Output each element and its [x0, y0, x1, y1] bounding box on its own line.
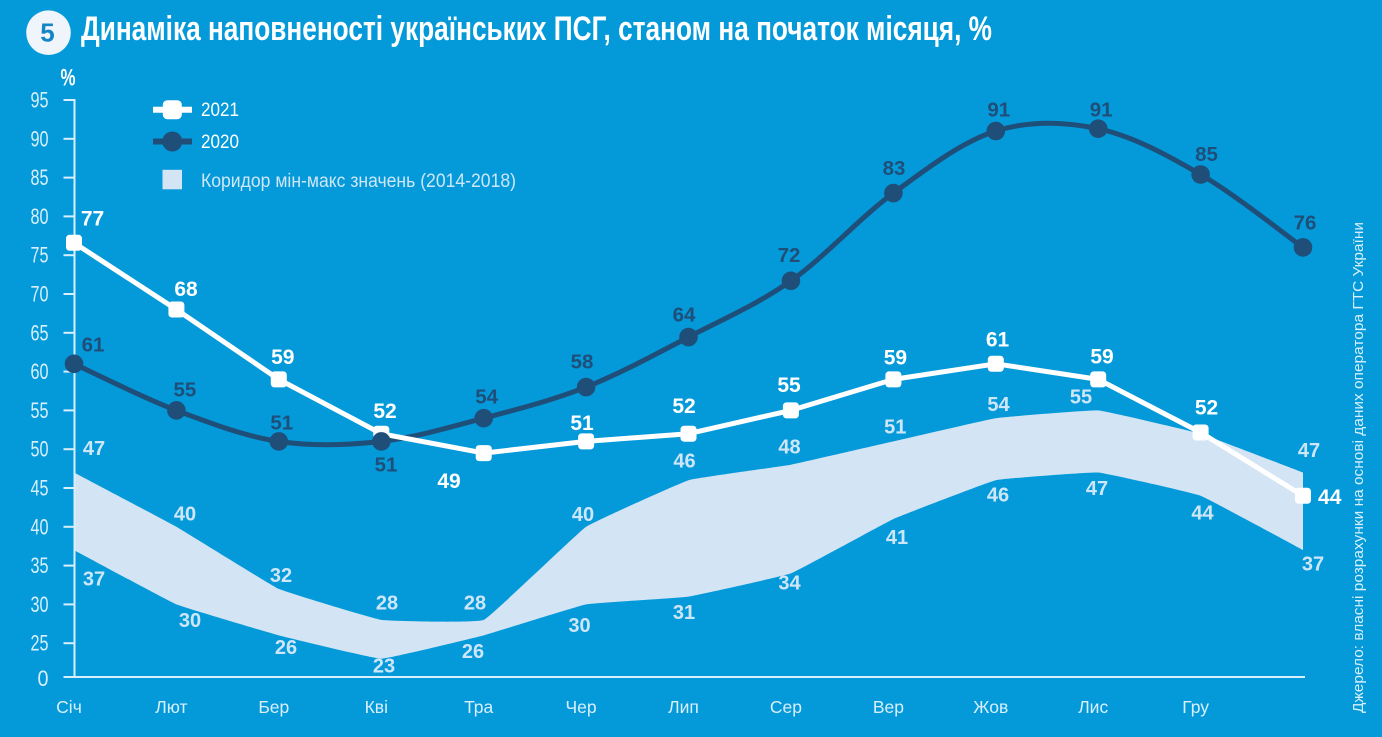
svg-text:44: 44 — [1318, 486, 1342, 509]
svg-text:90: 90 — [31, 126, 49, 151]
svg-text:85: 85 — [31, 165, 49, 190]
svg-text:25: 25 — [31, 631, 49, 656]
svg-text:83: 83 — [883, 157, 906, 180]
svg-text:68: 68 — [174, 278, 198, 301]
svg-text:52: 52 — [1195, 397, 1218, 420]
svg-text:85: 85 — [1195, 143, 1218, 166]
svg-text:51: 51 — [884, 416, 906, 438]
svg-text:37: 37 — [1302, 554, 1324, 576]
svg-text:Динаміка наповненості українсь: Динаміка наповненості українських ПСГ, с… — [81, 10, 992, 48]
svg-text:28: 28 — [464, 593, 486, 615]
svg-text:Бер: Бер — [258, 697, 289, 717]
svg-text:30: 30 — [31, 592, 49, 617]
svg-text:52: 52 — [672, 395, 695, 418]
svg-text:52: 52 — [373, 400, 396, 423]
svg-text:55: 55 — [777, 374, 801, 397]
svg-text:26: 26 — [462, 641, 484, 663]
svg-text:59: 59 — [884, 347, 907, 370]
svg-text:Лип: Лип — [668, 697, 699, 717]
svg-text:80: 80 — [31, 204, 49, 229]
svg-text:31: 31 — [673, 602, 695, 624]
svg-text:Жов: Жов — [973, 697, 1008, 717]
svg-text:50: 50 — [31, 437, 49, 462]
svg-text:Кві: Кві — [365, 697, 388, 717]
svg-text:77: 77 — [81, 208, 104, 231]
svg-text:76: 76 — [1294, 212, 1317, 235]
svg-text:61: 61 — [986, 329, 1010, 352]
svg-text:40: 40 — [572, 504, 594, 526]
svg-text:55: 55 — [31, 398, 49, 423]
svg-text:Лют: Лют — [155, 697, 187, 717]
svg-text:46: 46 — [987, 485, 1009, 507]
svg-text:47: 47 — [1086, 478, 1108, 500]
svg-text:54: 54 — [987, 394, 1010, 416]
svg-text:Вер: Вер — [873, 697, 904, 717]
svg-text:34: 34 — [778, 573, 801, 595]
svg-text:59: 59 — [271, 346, 294, 369]
svg-text:49: 49 — [437, 470, 460, 493]
svg-text:65: 65 — [31, 320, 49, 345]
svg-text:30: 30 — [179, 610, 201, 632]
svg-text:51: 51 — [375, 454, 398, 477]
svg-text:59: 59 — [1090, 346, 1113, 369]
svg-text:54: 54 — [475, 386, 498, 409]
svg-text:75: 75 — [31, 243, 49, 268]
svg-text:Коридор мін-макс значень (2014: Коридор мін-макс значень (2014-2018) — [201, 171, 516, 192]
svg-text:72: 72 — [778, 244, 801, 267]
svg-text:47: 47 — [1298, 440, 1320, 462]
svg-text:32: 32 — [270, 565, 292, 587]
svg-text:Гру: Гру — [1182, 697, 1209, 717]
svg-text:Джерело: власні розрахунки на: Джерело: власні розрахунки на основі дан… — [1351, 222, 1367, 713]
svg-text:5: 5 — [40, 17, 54, 47]
svg-text:2021: 2021 — [201, 100, 239, 121]
svg-text:Тра: Тра — [464, 697, 493, 717]
svg-text:60: 60 — [31, 359, 49, 384]
svg-text:48: 48 — [778, 437, 800, 459]
svg-text:47: 47 — [83, 438, 105, 460]
svg-text:Січ: Січ — [56, 697, 82, 717]
svg-text:26: 26 — [275, 637, 297, 659]
svg-text:Лис: Лис — [1078, 697, 1108, 717]
svg-text:91: 91 — [987, 99, 1010, 122]
svg-text:Сер: Сер — [770, 697, 802, 717]
svg-text:30: 30 — [568, 615, 590, 637]
svg-text:37: 37 — [83, 569, 105, 591]
svg-text:45: 45 — [31, 476, 49, 501]
svg-text:58: 58 — [571, 351, 594, 374]
svg-text:64: 64 — [673, 304, 696, 327]
svg-text:0: 0 — [38, 666, 49, 691]
svg-text:70: 70 — [31, 282, 49, 307]
svg-text:41: 41 — [886, 527, 908, 549]
svg-text:Чер: Чер — [566, 697, 597, 717]
svg-text:95: 95 — [31, 88, 49, 113]
svg-text:%: % — [61, 65, 76, 92]
svg-text:40: 40 — [174, 504, 196, 526]
svg-text:40: 40 — [31, 514, 49, 539]
svg-text:23: 23 — [373, 656, 395, 678]
svg-text:28: 28 — [376, 593, 398, 615]
svg-text:91: 91 — [1090, 99, 1113, 122]
svg-text:46: 46 — [673, 451, 695, 473]
svg-text:55: 55 — [173, 379, 196, 402]
svg-text:61: 61 — [82, 334, 105, 357]
svg-text:51: 51 — [570, 412, 594, 435]
svg-text:2020: 2020 — [201, 132, 239, 153]
svg-text:51: 51 — [270, 412, 293, 435]
svg-text:35: 35 — [31, 553, 49, 578]
svg-text:55: 55 — [1070, 387, 1092, 409]
svg-text:44: 44 — [1191, 503, 1214, 525]
